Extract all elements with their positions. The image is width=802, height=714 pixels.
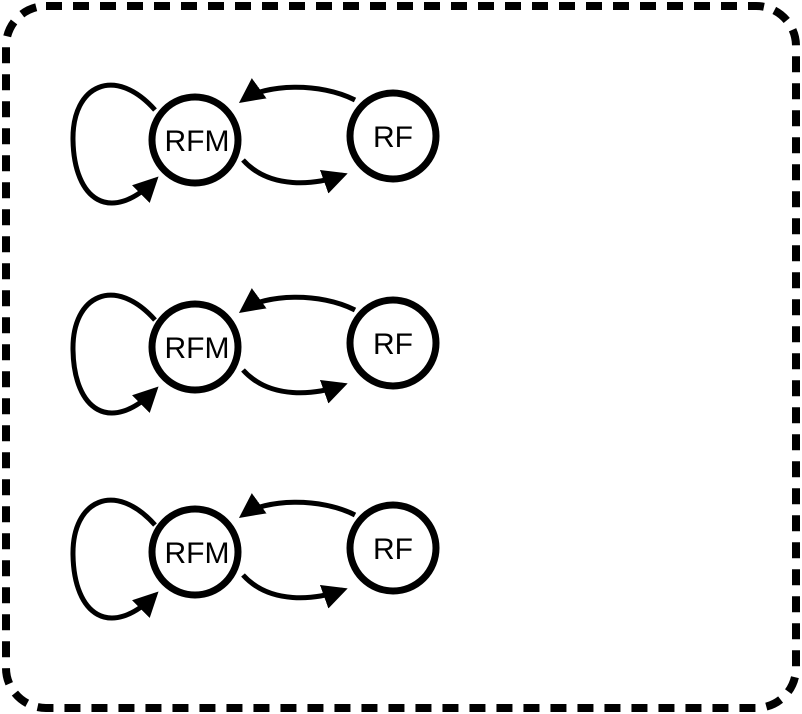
rf-node-label: RF: [373, 533, 413, 566]
rfm-node-label: RFM: [165, 537, 230, 570]
rf-node-label: RF: [373, 121, 413, 154]
diagram-row-1: RFM RF: [70, 78, 440, 206]
arrow-rfm-to-rf: [241, 158, 348, 194]
rfm-node: [148, 93, 242, 187]
self-loop-arrow: [70, 292, 159, 416]
self-loop-arrow: [70, 497, 159, 621]
rfm-node: [148, 505, 242, 599]
arrow-rf-to-rfm: [238, 288, 357, 313]
self-loop-arrow: [70, 82, 159, 206]
rf-node: [346, 89, 440, 183]
diagram-row-2: RFM RF: [70, 288, 440, 416]
arrow-rf-to-rfm: [238, 78, 357, 103]
arrow-rf-to-rfm: [238, 493, 357, 518]
rf-node-label: RF: [373, 328, 413, 361]
rfm-node-label: RFM: [165, 125, 230, 158]
rfm-node-label: RFM: [165, 332, 230, 365]
rf-node: [346, 501, 440, 595]
arrow-rfm-to-rf: [241, 368, 348, 404]
diagram-row-3: RFM RF: [70, 493, 440, 621]
rf-node: [346, 296, 440, 390]
arrow-rfm-to-rf: [241, 573, 348, 609]
rfm-node: [148, 300, 242, 394]
